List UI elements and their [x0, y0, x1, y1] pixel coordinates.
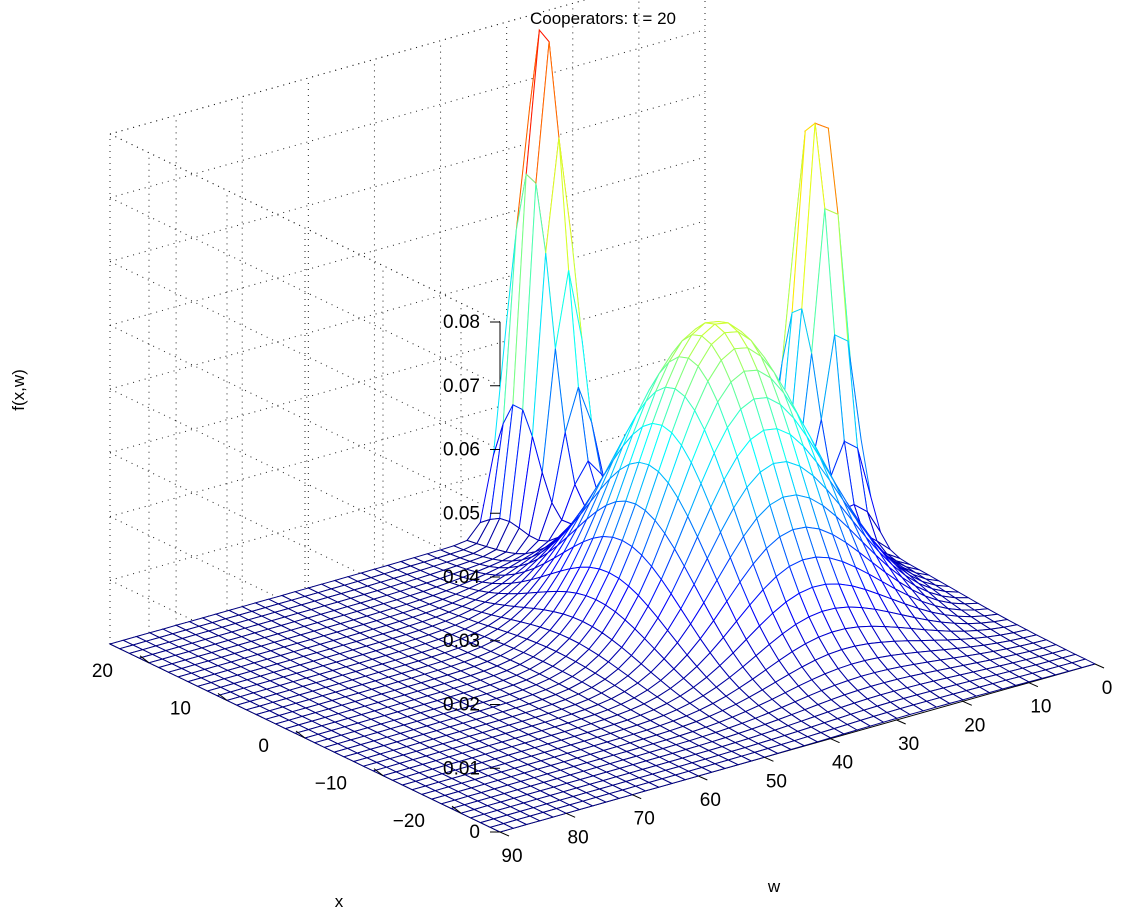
z-tick-label: 0.03 — [443, 631, 480, 652]
x-tick-mark — [451, 805, 462, 814]
w-tick-label: 30 — [898, 734, 919, 755]
w-tick-mark — [1028, 682, 1039, 688]
grid-line — [109, 388, 501, 578]
z-tick-label: 0 — [469, 822, 480, 843]
x-axis-ticks: −20 −10 0 10 20 — [92, 655, 462, 832]
w-tick-label: 0 — [1102, 678, 1113, 699]
grid-line — [109, 261, 501, 450]
x-tick-label: 20 — [92, 661, 113, 682]
z-axis-ticks: 0 0.01 0.02 0.03 0.04 0.05 0.06 0.07 0.08 — [443, 312, 500, 843]
w-axis-label: w — [767, 877, 781, 896]
x-tick-label: 0 — [258, 736, 269, 757]
w-tick-label: 10 — [1030, 697, 1051, 718]
z-tick-label: 0.01 — [443, 758, 480, 779]
grid-line — [109, 284, 706, 454]
w-tick-mark — [499, 831, 510, 837]
z-axis-label: f(x,w) — [9, 369, 28, 411]
surface-mesh — [108, 28, 1097, 833]
z-tick-label: 0.04 — [443, 567, 480, 588]
x-tick-mark — [295, 730, 306, 739]
w-tick-mark — [698, 775, 708, 781]
w-tick-mark — [896, 719, 906, 725]
w-tick-mark — [632, 794, 642, 800]
x-tick-label: 10 — [170, 698, 191, 719]
x-tick-mark — [217, 693, 228, 701]
w-tick-mark — [565, 812, 576, 818]
w-tick-mark — [1094, 663, 1105, 669]
w-tick-label: 50 — [766, 771, 787, 792]
z-tick-label: 0.02 — [443, 695, 480, 716]
w-tick-mark — [764, 756, 774, 762]
w-tick-mark — [962, 700, 972, 706]
w-tick-label: 40 — [832, 753, 853, 774]
w-tick-label: 60 — [700, 790, 721, 811]
z-tick-label: 0.08 — [443, 312, 480, 333]
z-tick-label: 0.06 — [443, 440, 480, 461]
w-tick-mark — [830, 738, 840, 744]
chart-title: Cooperators: t = 20 — [530, 9, 676, 28]
grid-line — [109, 133, 501, 323]
x-tick-mark — [373, 768, 384, 776]
x-axis-label: x — [335, 892, 344, 911]
mesh-cell — [488, 823, 515, 833]
w-tick-label: 70 — [634, 809, 655, 830]
w-axis-ticks: 0 10 20 30 40 50 60 70 80 90 — [499, 663, 1113, 867]
grid-line — [109, 220, 706, 390]
x-tick-mark — [139, 655, 150, 664]
grid-line — [109, 93, 706, 262]
w-tick-label: 80 — [568, 827, 589, 848]
grid-line — [109, 156, 706, 326]
x-tick-label: −20 — [393, 811, 425, 832]
z-tick-label: 0.05 — [443, 503, 480, 524]
w-tick-label: 90 — [501, 846, 522, 867]
z-tick-label: 0.07 — [443, 376, 480, 397]
grid-line — [109, 197, 501, 387]
grid-line — [109, 29, 706, 199]
w-tick-label: 20 — [964, 715, 985, 736]
x-tick-label: −10 — [315, 774, 347, 795]
